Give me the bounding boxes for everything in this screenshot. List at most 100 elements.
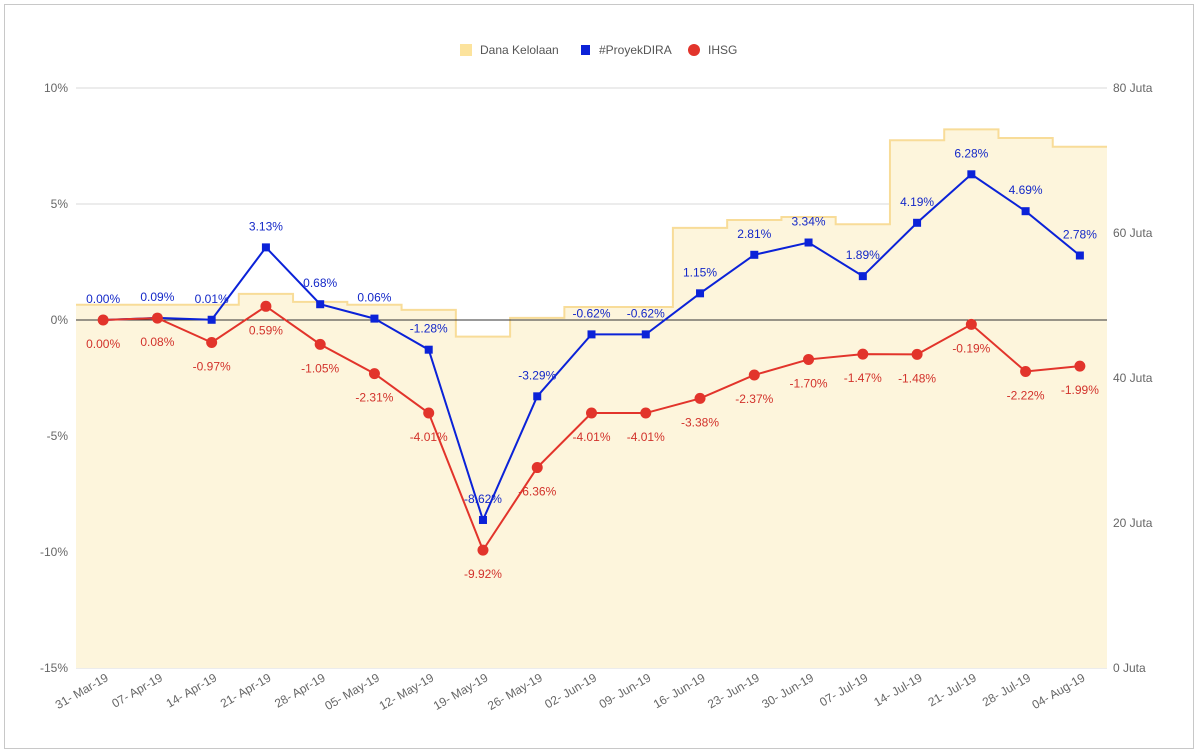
ihsg-point [477,544,489,556]
legend: Dana Kelolaan #ProyekDIRA IHSG [460,43,737,57]
proyekdira-data-label: -0.62% [627,306,665,320]
ihsg-data-label: 0.00% [86,337,120,351]
legend-label: Dana Kelolaan [480,43,559,57]
ihsg-point [151,312,163,324]
proyekdira-data-label: 6.28% [954,146,988,160]
proyekdira-data-label: 1.15% [683,265,717,279]
ihsg-point [803,353,815,365]
area-outline [76,128,1107,338]
legend-label: IHSG [708,43,737,57]
x-tick-label: 02- Jun-19 [542,670,599,711]
ihsg-point [368,368,380,380]
ihsg-point [260,300,272,312]
x-tick-label: 14- Apr-19 [164,670,220,710]
proyekdira-data-label: -8.62% [464,492,502,506]
proyekdira-point [207,315,216,324]
x-tick-label: 19- May-19 [431,670,491,713]
proyekdira-data-label: 2.81% [737,227,771,241]
x-tick-label: 05- May-19 [322,670,382,713]
ihsg-data-label: -0.97% [193,360,231,374]
proyekdira-data-label: 0.00% [86,292,120,306]
chart-frame [4,4,1194,749]
ihsg-data-label: -2.22% [1007,389,1045,403]
x-tick-label: 28- Apr-19 [272,670,328,710]
proyekdira-point [316,300,325,309]
ihsg-data-label: -3.38% [681,415,719,429]
ihsg-point [911,348,923,360]
left-tick-label: 5% [51,197,69,211]
proyekdira-data-label: -3.29% [518,368,556,382]
ihsg-point [314,338,326,350]
x-tick-label: 30- Jun-19 [759,670,816,711]
x-tick-label: 07- Jul-19 [817,670,870,709]
proyekdira-point [370,314,379,323]
ihsg-point [857,348,869,360]
right-tick-label: 60 Juta [1113,226,1153,240]
x-tick-label: 26- May-19 [485,670,545,713]
ihsg-data-label: -4.01% [572,430,610,444]
x-tick-label: 23- Jun-19 [705,670,762,711]
ihsg-point [423,407,435,419]
ihsg-data-label: -1.47% [844,371,882,385]
ihsg-data-label: -9.92% [464,567,502,581]
proyekdira-data-label: 4.19% [900,195,934,209]
right-tick-label: 20 Juta [1113,516,1153,530]
x-tick-label: 21- Jul-19 [926,670,979,709]
left-tick-label: 10% [44,81,68,95]
ihsg-data-label: -2.37% [735,392,773,406]
proyekdira-data-label: -0.62% [572,306,610,320]
x-tick-label: 31- Mar-19 [53,670,111,712]
ihsg-point [1020,366,1032,378]
proyekdira-point [696,289,705,298]
proyekdira-point [967,170,976,179]
ihsg-data-label: -4.01% [627,430,665,444]
legend-swatch-dana-kelolaan [460,44,472,56]
proyekdira-point [1075,251,1084,260]
proyekdira-point [261,243,270,252]
ihsg-point [965,318,977,330]
proyekdira-data-label: 3.34% [792,215,826,229]
ihsg-point [97,314,109,326]
x-tick-label: 04- Aug-19 [1030,670,1088,712]
left-tick-label: -10% [40,545,68,559]
x-tick-label: 21- Apr-19 [218,670,274,710]
proyekdira-point [424,345,433,354]
proyekdira-point [913,218,922,227]
proyekdira-point [750,250,759,259]
area-fill [76,129,1107,668]
ihsg-data-label: -1.05% [301,361,339,375]
ihsg-point [206,337,218,349]
proyekdira-point [858,272,867,281]
proyekdira-data-label: 4.69% [1009,183,1043,197]
proyekdira-data-label: 0.68% [303,276,337,290]
left-tick-label: -5% [47,429,69,443]
ihsg-point [531,462,543,474]
proyekdira-data-label: 0.01% [195,292,229,306]
proyekdira-data-label: 0.06% [357,291,391,305]
ihsg-data-label: -4.01% [410,430,448,444]
x-tick-label: 07- Apr-19 [109,670,165,710]
right-tick-label: 80 Juta [1113,81,1153,95]
ihsg-point [586,407,597,419]
dana-kelolaan-area [76,128,1107,668]
proyekdira-point [533,392,542,401]
left-tick-label: 0% [51,313,69,327]
ihsg-data-label: 0.08% [140,335,174,349]
legend-swatch-proyekdira [581,45,590,55]
proyekdira-point [641,330,650,339]
proyekdira-point [587,330,596,339]
ihsg-point [748,369,760,381]
ihsg-point [1074,360,1086,372]
x-tick-label: 16- Jun-19 [651,670,708,711]
left-tick-label: -15% [40,661,68,675]
x-tick-label: 12- May-19 [377,670,437,713]
proyekdira-point [478,515,487,524]
ihsg-data-label: 0.59% [249,323,283,337]
legend-swatch-ihsg [688,44,700,56]
series-lines [97,170,1086,556]
proyekdira-data-label: -1.28% [410,322,448,336]
x-tick-label: 28- Jul-19 [980,670,1033,709]
x-tick-label: 09- Jun-19 [597,670,654,711]
ihsg-data-label: -6.36% [518,485,556,499]
